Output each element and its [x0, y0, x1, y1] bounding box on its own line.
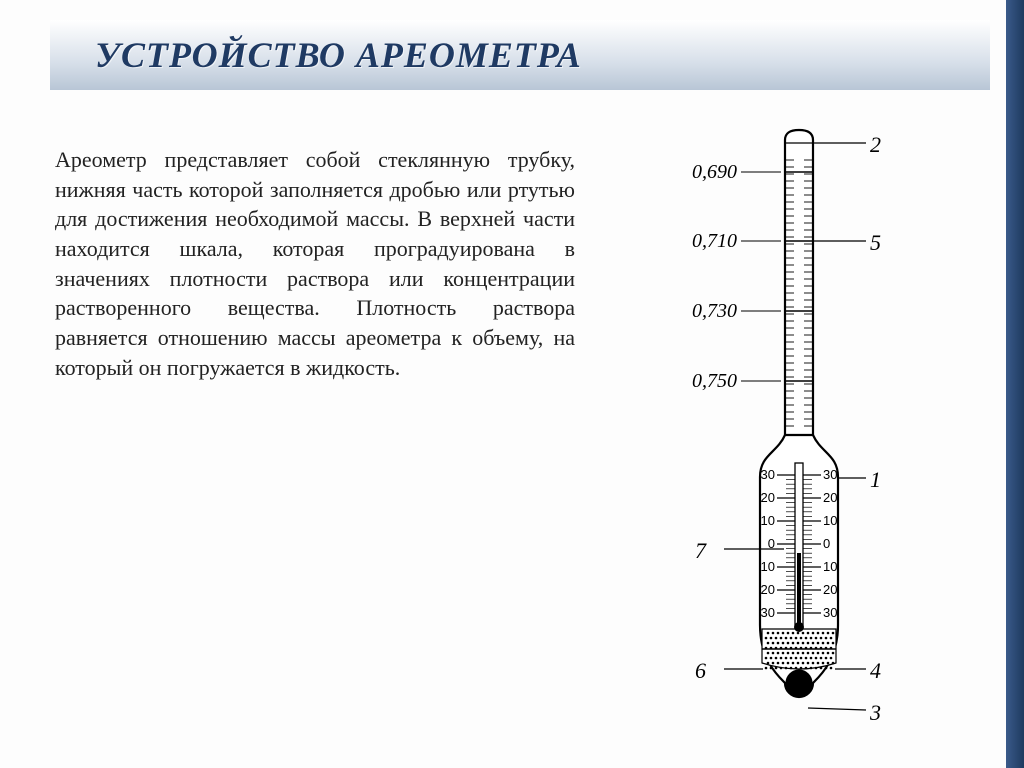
body-paragraph: Ареометр представляет собой стеклянную т… [55, 145, 575, 383]
svg-text:20: 20 [823, 490, 837, 505]
hydrometer-diagram: 0,6900,7100,7300,75030302020101000101020… [630, 120, 970, 740]
svg-text:0,690: 0,690 [692, 161, 737, 183]
svg-text:20: 20 [761, 490, 775, 505]
svg-text:4: 4 [870, 658, 881, 683]
svg-text:10: 10 [761, 559, 775, 574]
hydrometer-svg: 0,6900,7100,7300,75030302020101000101020… [630, 120, 970, 740]
slide-title: УСТРОЙСТВО АРЕОМЕТРА [95, 34, 582, 76]
svg-text:0,710: 0,710 [692, 230, 737, 252]
svg-text:20: 20 [761, 582, 775, 597]
svg-text:0,750: 0,750 [692, 370, 737, 392]
svg-text:3: 3 [869, 700, 881, 725]
svg-text:30: 30 [761, 605, 775, 620]
svg-text:10: 10 [823, 513, 837, 528]
svg-text:0: 0 [823, 536, 830, 551]
svg-text:10: 10 [823, 559, 837, 574]
accent-strip [1006, 0, 1024, 768]
svg-text:20: 20 [823, 582, 837, 597]
svg-text:10: 10 [761, 513, 775, 528]
svg-text:30: 30 [823, 467, 837, 482]
svg-text:30: 30 [823, 605, 837, 620]
svg-text:30: 30 [761, 467, 775, 482]
svg-text:6: 6 [695, 658, 706, 683]
svg-text:2: 2 [870, 132, 881, 157]
title-bar: УСТРОЙСТВО АРЕОМЕТРА [50, 20, 990, 90]
svg-text:1: 1 [870, 467, 881, 492]
svg-text:0,730: 0,730 [692, 300, 737, 322]
svg-text:7: 7 [695, 538, 707, 563]
svg-text:5: 5 [870, 230, 881, 255]
